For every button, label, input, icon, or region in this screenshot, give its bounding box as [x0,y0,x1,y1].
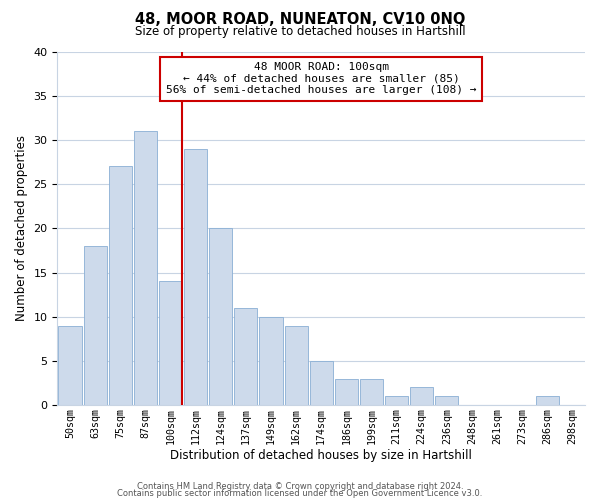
Bar [209,228,232,405]
Bar [360,378,383,405]
Text: Contains HM Land Registry data © Crown copyright and database right 2024.: Contains HM Land Registry data © Crown c… [137,482,463,491]
Bar [184,149,207,405]
Bar [109,166,132,405]
Text: 48 MOOR ROAD: 100sqm
← 44% of detached houses are smaller (85)
56% of semi-detac: 48 MOOR ROAD: 100sqm ← 44% of detached h… [166,62,476,96]
Bar [284,326,308,405]
Bar [134,131,157,405]
Bar [385,396,408,405]
Bar [234,308,257,405]
Bar [335,378,358,405]
Text: Size of property relative to detached houses in Hartshill: Size of property relative to detached ho… [134,25,466,38]
Text: 48, MOOR ROAD, NUNEATON, CV10 0NQ: 48, MOOR ROAD, NUNEATON, CV10 0NQ [135,12,465,28]
Bar [159,282,182,405]
Bar [310,361,333,405]
Text: Contains public sector information licensed under the Open Government Licence v3: Contains public sector information licen… [118,489,482,498]
X-axis label: Distribution of detached houses by size in Hartshill: Distribution of detached houses by size … [170,450,472,462]
Bar [58,326,82,405]
Bar [410,388,433,405]
Bar [83,246,107,405]
Y-axis label: Number of detached properties: Number of detached properties [15,136,28,322]
Bar [536,396,559,405]
Bar [435,396,458,405]
Bar [259,317,283,405]
